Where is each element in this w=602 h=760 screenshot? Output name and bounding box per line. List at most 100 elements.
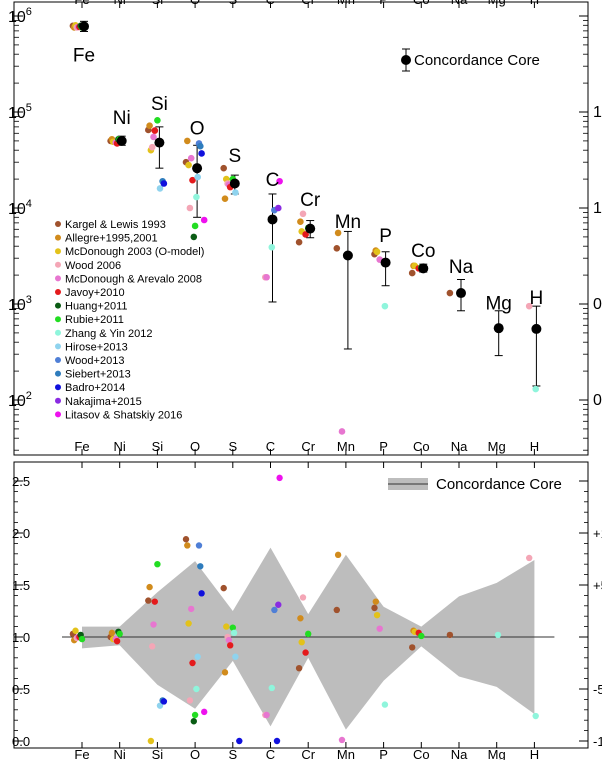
x-tick-label-top-cr: Cr bbox=[301, 0, 315, 7]
legend-label-siebert-2013: Siebert+2013 bbox=[65, 369, 131, 381]
ratio-point-wood-2006-si bbox=[149, 643, 156, 650]
bottom-data bbox=[62, 474, 555, 745]
x-tick-label-mg: Mg bbox=[488, 439, 506, 454]
ratio-point-rubie-2011-o bbox=[191, 711, 199, 719]
x-tick-label-bottom-mg: Mg bbox=[488, 747, 506, 760]
ratio-point-rubie-2011-fe bbox=[78, 635, 86, 643]
point-zhang-yin-2012-p bbox=[381, 302, 389, 310]
ratio-point-kargel-lewis-1993-o bbox=[182, 536, 190, 543]
ratio-point-rubie-2011-cr bbox=[305, 630, 312, 638]
legend-label-kargel-lewis-1993: Kargel & Lewis 1993 bbox=[65, 219, 166, 231]
concordance-point-fe bbox=[79, 21, 89, 32]
ratio-point-javoy-2010-cr bbox=[302, 649, 309, 656]
top-panel: 102 103 104 105 106 10 1% 0.1 0.0 Fe Fe Ni Ni Si Si O O S… bbox=[8, 0, 602, 456]
y-tick-label-1-5: 1.5 bbox=[12, 578, 30, 593]
x-tick-label-co: Co bbox=[413, 439, 430, 454]
ratio-point-mcdonough-arevalo-2008-mn bbox=[338, 736, 346, 744]
legend-label-javoy-2010: Javoy+2010 bbox=[65, 287, 125, 299]
x-tick-label-top-co: Co bbox=[413, 0, 430, 7]
right-axis-label: 0.0 bbox=[593, 392, 602, 409]
ratio-point-mcdonough-2003-o-model-cr bbox=[298, 639, 305, 646]
y-tick-label-4: 104 bbox=[8, 198, 32, 218]
y-tick-label-2: 102 bbox=[8, 390, 32, 410]
legend-label-nakajima-2015: Nakajima+2015 bbox=[65, 396, 142, 408]
point-kargel-lewis-1993-co bbox=[408, 269, 416, 277]
concordance-point-o bbox=[192, 163, 203, 174]
legend-marker-mcdonough-2003-o-model bbox=[55, 248, 61, 255]
x-tick-label-top-s: S bbox=[228, 0, 237, 7]
element-label-mn: Mn bbox=[335, 212, 361, 233]
y-tick-label-0-0: 0.0 bbox=[12, 734, 30, 749]
legend-marker-zhang-yin-2012 bbox=[55, 329, 61, 336]
ratio-point-allegre-1995-2001-cr bbox=[297, 615, 304, 622]
point-hirose-2013-si bbox=[156, 185, 164, 192]
x-tick-label-bottom-c: C bbox=[266, 747, 275, 760]
element-label-cr: Cr bbox=[300, 190, 321, 211]
ratio-point-javoy-2010-si bbox=[151, 598, 158, 605]
right-axis-label: +1 bbox=[593, 526, 602, 541]
point-wood-2006-si bbox=[148, 143, 156, 151]
ratio-point-litasov-shatskiy-2016-c bbox=[276, 474, 283, 482]
bottom-frame bbox=[13, 461, 589, 749]
point-allegre-1995-2001-cr bbox=[297, 218, 304, 225]
point-mcdonough-arevalo-2008-mn bbox=[338, 428, 346, 435]
x-tick-label-ni: Ni bbox=[114, 439, 126, 454]
right-axis-label: 10 bbox=[593, 104, 602, 121]
x-tick-label-bottom-o: O bbox=[190, 747, 200, 760]
y-tick-exponent: 3 bbox=[26, 294, 32, 306]
ratio-point-mcdonough-2003-o-model-o bbox=[185, 620, 192, 627]
point-litasov-shatskiy-2016-o bbox=[200, 216, 208, 224]
point-javoy-2010-o bbox=[189, 176, 196, 184]
legend-marker-siebert-2013 bbox=[55, 370, 61, 377]
x-tick-label-si: Si bbox=[152, 439, 164, 454]
y-tick-label-5: 105 bbox=[8, 102, 32, 122]
point-kargel-lewis-1993-cr bbox=[295, 238, 303, 246]
y-tick-label-0-5: 0.5 bbox=[12, 682, 30, 697]
point-badro-2014-si bbox=[160, 180, 168, 187]
legend-marker-badro-2014 bbox=[55, 384, 61, 391]
bottom-panel: 0.0 0.5 1.0 1.5 2.0 2.5 +5 +1 -5(-10 Fe Ni Si O S C Cr M… bbox=[12, 461, 602, 760]
ratio-point-mcdonough-arevalo-2008-s bbox=[225, 636, 233, 644]
legend-label-mcdonough-2003-o-model: McDonough 2003 (O-model) bbox=[65, 246, 204, 258]
ratio-point-rubie-2011-s bbox=[229, 624, 236, 631]
x-tick-label-bottom-mn: Mn bbox=[337, 747, 355, 760]
ratio-point-mcdonough-2003-o-model-p bbox=[373, 611, 381, 619]
x-tick-label-bottom-p: P bbox=[379, 747, 388, 760]
legend-marker-javoy-2010 bbox=[55, 289, 61, 295]
x-tick-label-mn: Mn bbox=[337, 439, 355, 454]
ratio-point-kargel-lewis-1993-mn bbox=[333, 606, 340, 614]
point-allegre-1995-2001-si bbox=[146, 122, 153, 129]
point-allegre-1995-2001-s bbox=[221, 195, 229, 202]
element-label-na: Na bbox=[449, 257, 474, 278]
legend-label-badro-2014: Badro+2014 bbox=[65, 382, 125, 394]
x-tick-label-top-na: Na bbox=[451, 0, 468, 7]
ratio-point-kargel-lewis-1993-co bbox=[409, 644, 416, 651]
ratio-point-mcdonough-arevalo-2008-o bbox=[188, 605, 195, 613]
element-label-si: Si bbox=[151, 94, 168, 115]
legend-band-label: Concordance Core bbox=[436, 476, 562, 493]
x-tick-label-bottom-co: Co bbox=[413, 747, 430, 760]
right-axis-label: -5( bbox=[593, 682, 602, 697]
x-tick-label-top-fe: Fe bbox=[74, 0, 89, 7]
ratio-point-nakajima-2015-c bbox=[275, 601, 282, 608]
concordance-point-ni bbox=[116, 135, 127, 146]
legend-concordance-marker bbox=[401, 55, 411, 65]
ratio-point-zhang-yin-2012-h bbox=[532, 712, 539, 720]
x-tick-label-bottom-si: Si bbox=[152, 747, 164, 760]
concordance-point-co bbox=[418, 263, 429, 274]
legend-marker-hirose-2013 bbox=[55, 343, 61, 350]
point-mcdonough-arevalo-2008-si bbox=[150, 133, 157, 141]
ratio-point-kargel-lewis-1993-na bbox=[446, 631, 454, 639]
legend-label-hirose-2013: Hirose+2013 bbox=[65, 341, 128, 353]
x-tick-label-s: S bbox=[228, 439, 237, 454]
point-kargel-lewis-1993-s bbox=[220, 164, 227, 172]
ratio-point-badro-2014-si bbox=[160, 698, 168, 705]
ratio-point-mcdonough-2003-o-model-fe bbox=[72, 627, 79, 634]
x-tick-label-top-ni: Ni bbox=[114, 0, 126, 7]
ratio-point-javoy-2010-ni bbox=[113, 637, 121, 645]
ratio-point-kargel-lewis-1993-si bbox=[145, 597, 152, 604]
point-wood-2006-cr bbox=[299, 210, 307, 218]
element-label-fe: Fe bbox=[73, 45, 95, 66]
concordance-point-mg bbox=[493, 323, 504, 334]
y-tick-label-3: 103 bbox=[8, 294, 32, 314]
